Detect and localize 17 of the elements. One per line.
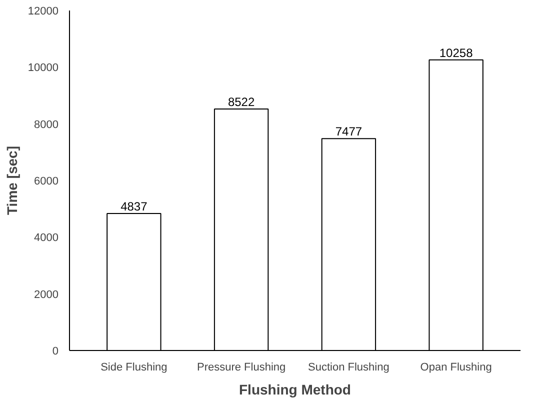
y-tick-label: 4000: [34, 232, 59, 244]
y-tick-label: 10000: [28, 62, 59, 74]
data-label: 8522: [228, 95, 255, 110]
data-label: 4837: [120, 199, 148, 214]
y-tick-label: 2000: [34, 288, 59, 301]
x-tick-label: Opan Flushing: [420, 362, 492, 374]
x-tick-label: Suction Flushing: [308, 362, 390, 374]
y-tick-label: 0: [52, 346, 59, 358]
y-tick-label: 12000: [28, 6, 59, 18]
x-axis-title: Flushing Method: [239, 382, 351, 398]
data-label: 10258: [439, 46, 474, 60]
y-axis-title: Time [sec]: [4, 146, 20, 215]
y-tick-label: 8000: [34, 118, 59, 131]
x-tick-label: Side Flushing: [100, 362, 168, 374]
data-label: 7477: [335, 124, 362, 139]
x-tick-label: Pressure Flushing: [196, 362, 286, 374]
y-tick-label: 6000: [34, 176, 59, 188]
